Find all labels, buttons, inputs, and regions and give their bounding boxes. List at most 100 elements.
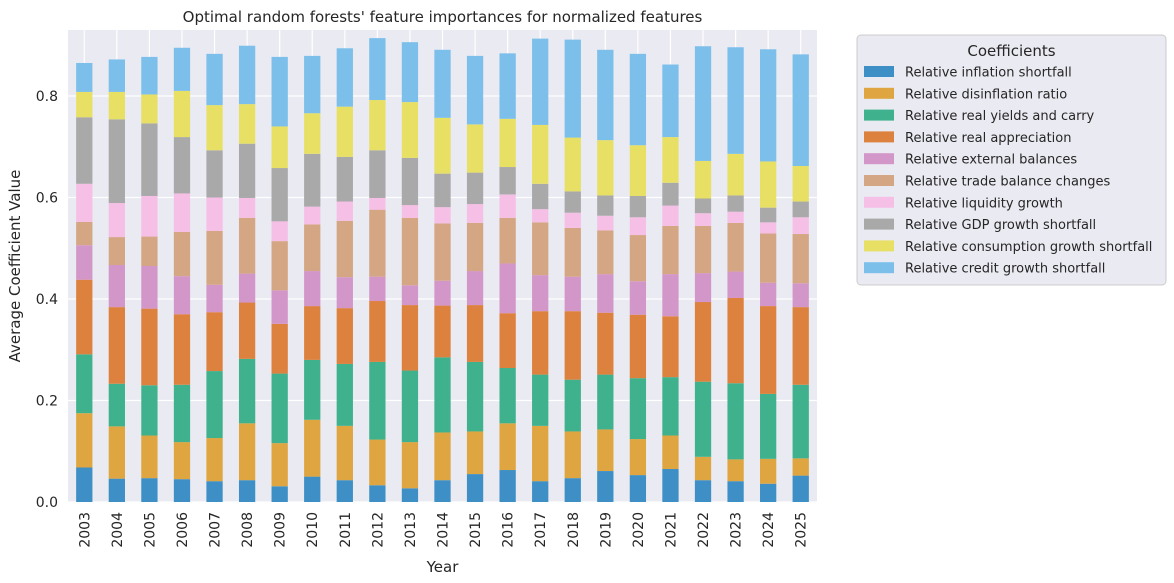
bar-segment-2019-s8 [597, 140, 614, 196]
bar-segment-2024-s7 [760, 207, 777, 223]
legend-label: Relative consumption growth shortfall [905, 240, 1152, 255]
y-axis-ticks: 0.0 0.2 0.4 0.6 0.8 [36, 89, 58, 511]
bar-segment-2014-s9 [434, 49, 451, 118]
bar-segment-2004-s7 [108, 119, 125, 204]
bar-segment-2005-s9 [141, 56, 158, 95]
bar-segment-2022-s9 [694, 46, 712, 161]
bar-segment-2012-s8 [369, 100, 386, 151]
bar-segment-2022-s0 [694, 480, 712, 502]
bar-segment-2018-s1 [564, 431, 581, 479]
bar-segment-2007-s9 [206, 53, 223, 106]
bar-segment-2013-s0 [401, 488, 419, 502]
bar-segment-2023-s7 [727, 195, 744, 212]
bar-segment-2009-s9 [271, 56, 288, 127]
bar-segment-2003-s3 [76, 279, 93, 355]
legend-label: Relative GDP growth shortfall [905, 218, 1096, 233]
bar-segment-2014-s4 [434, 280, 451, 306]
bar-segment-2007-s3 [206, 312, 223, 372]
bar-segment-2010-s4 [304, 271, 321, 307]
bar-segment-2016-s6 [499, 194, 516, 218]
bar-segment-2013-s4 [401, 285, 419, 306]
legend-swatch [864, 240, 894, 252]
bar-segment-2018-s9 [564, 39, 581, 138]
bar-segment-2005-s7 [141, 123, 158, 196]
bar-segment-2020-s6 [629, 217, 647, 236]
bar-segment-2012-s4 [369, 276, 386, 302]
bar-segment-2019-s4 [597, 274, 614, 313]
bar-segment-2013-s3 [401, 305, 419, 371]
bar-segment-2010-s5 [304, 224, 321, 272]
bar-segment-2014-s2 [434, 357, 451, 433]
bar-segment-2009-s8 [271, 126, 288, 169]
bar-segment-2016-s1 [499, 423, 516, 471]
x-axis-title: Year [426, 558, 460, 576]
chart-title: Optimal random forests' feature importan… [183, 8, 703, 26]
bar-segment-2008-s7 [238, 143, 256, 198]
y-axis-title: Average Coefficient Value [6, 170, 24, 363]
bar-segment-2007-s4 [206, 284, 223, 313]
bar-segment-2017-s8 [532, 124, 549, 184]
bar-segment-2006-s2 [173, 384, 191, 443]
bar-segment-2024-s6 [760, 222, 777, 234]
bar-segment-2021-s1 [662, 435, 679, 470]
bar-segment-2017-s0 [532, 481, 549, 502]
bar-segment-2017-s1 [532, 425, 549, 482]
legend-swatch [864, 196, 894, 208]
bar-segment-2025-s6 [792, 217, 809, 235]
bar-segment-2025-s7 [792, 201, 809, 218]
bar-segment-2009-s3 [271, 323, 288, 374]
bar-segment-2023-s9 [727, 47, 744, 154]
y-tick-label: 0.8 [36, 89, 58, 105]
bar-segment-2011-s9 [336, 48, 353, 107]
bar-segment-2004-s6 [108, 203, 125, 238]
bar-segment-2014-s1 [434, 432, 451, 481]
x-tick-label: 2014 [436, 512, 452, 548]
bar-segment-2004-s4 [108, 264, 125, 308]
legend-title: Coefficients [967, 42, 1055, 60]
bar-segment-2006-s5 [173, 231, 191, 277]
x-tick-label: 2016 [501, 512, 517, 548]
bar-segment-2009-s5 [271, 241, 288, 291]
bar-segment-2007-s8 [206, 105, 223, 151]
bar-segment-2009-s4 [271, 290, 288, 324]
bar-segment-2003-s9 [76, 62, 93, 92]
bar-segment-2014-s0 [434, 480, 451, 502]
x-tick-label: 2023 [729, 512, 745, 548]
bar-segment-2015-s4 [466, 271, 484, 306]
bar-segment-2008-s5 [238, 217, 256, 274]
legend-swatch [864, 153, 894, 165]
bar-segment-2018-s5 [564, 227, 581, 277]
bar-segment-2023-s1 [727, 459, 744, 482]
bar-segment-2010-s9 [304, 55, 321, 114]
bar-segment-2006-s0 [173, 479, 191, 502]
bar-segment-2016-s0 [499, 470, 516, 502]
bar-segment-2015-s5 [466, 222, 484, 272]
x-tick-label: 2021 [663, 512, 679, 548]
bar-segment-2018-s3 [564, 311, 581, 380]
bar-segment-2019-s7 [597, 195, 614, 216]
x-tick-label: 2022 [696, 512, 712, 548]
bar-segment-2009-s7 [271, 168, 288, 222]
bar-segment-2010-s8 [304, 113, 321, 154]
bar-segment-2019-s6 [597, 215, 614, 231]
bar-segment-2005-s8 [141, 94, 158, 124]
bar-segment-2023-s6 [727, 211, 744, 223]
bars-group [76, 38, 809, 502]
bar-segment-2018-s2 [564, 379, 581, 432]
legend-box [856, 34, 1167, 286]
bar-segment-2004-s1 [108, 426, 125, 479]
bar-segment-2015-s1 [466, 431, 484, 475]
bar-segment-2012-s3 [369, 301, 386, 362]
bar-segment-2017-s6 [532, 209, 549, 223]
bar-segment-2015-s3 [466, 305, 484, 362]
bar-segment-2020-s0 [629, 475, 647, 502]
bar-segment-2013-s8 [401, 102, 419, 158]
legend-swatch [864, 262, 894, 274]
legend-label: Relative liquidity growth [905, 196, 1063, 211]
bar-segment-2022-s8 [694, 160, 712, 199]
x-tick-label: 2010 [305, 512, 321, 548]
bar-segment-2022-s3 [694, 302, 712, 382]
bar-segment-2013-s9 [401, 42, 419, 103]
bar-segment-2015-s2 [466, 361, 484, 432]
y-tick-label: 0.6 [36, 190, 58, 206]
